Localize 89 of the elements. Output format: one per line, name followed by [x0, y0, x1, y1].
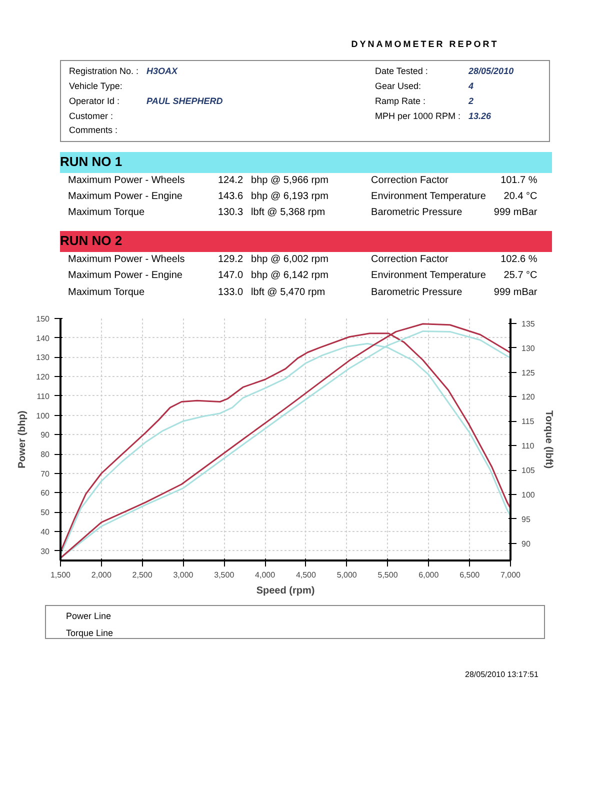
text: bhp @ 6,193 rpm: [250, 190, 330, 204]
text: PAUL SHEPHERD: [146, 94, 224, 108]
text: H3OAX: [146, 65, 179, 78]
text: Date Tested :: [374, 65, 429, 78]
y2-axis-title: Torque (lbft): [542, 410, 554, 469]
y2-tick-label: 125: [522, 368, 536, 378]
y2-tick-label: 110: [522, 442, 535, 451]
text: 124.2: [217, 174, 244, 188]
x-tick-label: 4,500: [296, 570, 317, 580]
text: 999 mBar: [492, 286, 538, 300]
text: 129.2: [217, 252, 244, 267]
text: Registration No. :: [68, 65, 140, 78]
text: Barometric Pressure: [370, 206, 464, 220]
text: 28/05/2010: [467, 65, 515, 78]
text: MPH per 1000 RPM :: [374, 110, 462, 123]
text: Barometric Pressure: [370, 286, 464, 300]
text: 147.0: [217, 269, 244, 284]
text: 28/05/2010 13:17:51: [465, 669, 540, 680]
text: Gear Used:: [374, 80, 422, 93]
text: Correction Factor: [370, 174, 450, 188]
y2-tick-label: 115: [522, 417, 535, 426]
text: 143.6: [217, 190, 244, 204]
y-tick-label: 110: [36, 392, 50, 401]
y-tick-label: 30: [40, 546, 50, 556]
y2-tick-label: 105: [522, 466, 536, 476]
y2-tick-label: 90: [522, 539, 531, 548]
y-tick-label: 40: [40, 527, 50, 536]
x-tick-label: 6,000: [418, 570, 440, 580]
x-tick-label: 7,000: [500, 570, 522, 580]
x-tick-label: 2,000: [91, 570, 112, 580]
text: 25.7 °C: [502, 269, 538, 284]
x-axis-title: Speed (rpm): [256, 586, 315, 596]
text: Operator Id :: [68, 94, 121, 108]
y-tick-label: 70: [40, 469, 50, 478]
y-tick-label: 100: [36, 411, 50, 420]
x-tick-label: 5,000: [336, 570, 358, 580]
x-tick-label: 2,500: [132, 570, 153, 580]
text: 4: [468, 80, 475, 93]
y-tick-label: 50: [40, 508, 50, 518]
text: RUN NO 2: [60, 231, 552, 252]
text: Environment Temperature: [370, 190, 487, 204]
text: Correction Factor: [370, 252, 450, 267]
y-axis-title: Power (bhp): [17, 410, 28, 468]
text: 2: [467, 94, 475, 108]
y2-tick-label: 95: [522, 514, 531, 524]
y2-tick-label: 135: [522, 319, 536, 328]
text: 133.0: [217, 286, 244, 300]
text: bhp @ 5,966 rpm: [250, 174, 330, 188]
text: Customer :: [68, 110, 114, 123]
x-tick-label: 4,000: [255, 570, 276, 580]
y2-tick-label: 130: [522, 344, 536, 353]
y-tick-label: 90: [40, 430, 50, 440]
x-tick-label: 5,500: [378, 570, 398, 580]
x-tick-label: 3,500: [214, 570, 235, 580]
y-tick-label: 130: [36, 353, 50, 362]
text: Torque Line: [66, 626, 114, 640]
text: lbft @ 5,470 rpm: [250, 286, 326, 300]
text: Vehicle Type:: [68, 80, 124, 93]
text: RUN NO 1: [60, 152, 552, 173]
text: Comments :: [68, 124, 119, 138]
text: 102.6 %: [500, 252, 538, 267]
chart-title: DYNAMOMETER REPORT: [350, 38, 500, 51]
text: Maximum Power - Engine: [67, 190, 184, 204]
x-tick-label: 6,500: [460, 570, 480, 580]
text: Maximum Power - Wheels: [67, 174, 186, 188]
x-tick-label: 3,000: [173, 570, 194, 580]
text: Maximum Torque: [67, 286, 146, 300]
text: bhp @ 6,002 rpm: [250, 252, 330, 267]
y2-tick-label: 100: [522, 490, 536, 500]
text: 13.26: [468, 110, 492, 123]
text: Environment Temperature: [370, 269, 487, 284]
text: Power Line: [66, 610, 112, 623]
y-tick-label: 60: [40, 488, 50, 498]
y-tick-label: 120: [36, 372, 50, 382]
text: 130.3: [217, 206, 244, 220]
y2-tick-label: 120: [522, 392, 536, 402]
text: Maximum Power - Engine: [67, 269, 184, 284]
text: Maximum Torque: [67, 206, 146, 220]
y-tick-label: 80: [40, 450, 50, 460]
text: Ramp Rate :: [374, 94, 427, 108]
y-tick-label: 140: [36, 334, 50, 343]
y-tick-label: 150: [36, 314, 50, 324]
text: lbft @ 5,368 rpm: [250, 206, 326, 220]
text: 101.7 %: [500, 174, 538, 188]
text: Maximum Power - Wheels: [67, 252, 186, 267]
text: 999 mBar: [492, 206, 538, 220]
text: 20.4 °C: [502, 190, 538, 204]
x-tick-label: 1,500: [50, 570, 72, 580]
text: bhp @ 6,142 rpm: [250, 269, 330, 284]
